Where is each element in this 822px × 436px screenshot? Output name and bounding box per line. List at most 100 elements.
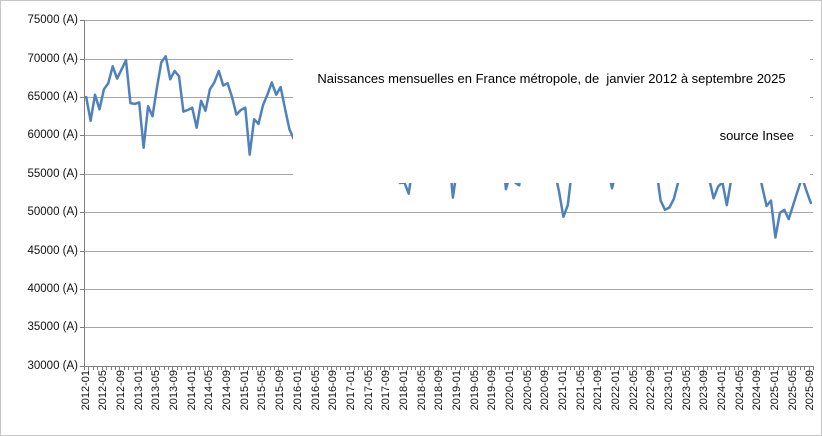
x-axis-tick <box>150 366 152 371</box>
x-axis-tick <box>287 366 289 371</box>
x-axis-tick <box>795 366 797 371</box>
y-axis-label: 45000 (A) <box>27 244 78 257</box>
x-axis-tick <box>366 366 368 371</box>
x-axis-tick <box>640 366 642 371</box>
x-axis-tick <box>760 366 761 371</box>
x-axis-tick <box>437 366 439 371</box>
x-axis-tick <box>790 366 792 371</box>
x-axis-tick <box>406 366 408 371</box>
y-axis-label: 50000 (A) <box>27 206 78 219</box>
x-axis-tick <box>234 366 236 371</box>
y-axis-tick <box>80 327 84 329</box>
x-axis-tick <box>450 366 452 371</box>
x-axis-tick <box>631 366 633 371</box>
x-axis-tick <box>653 366 655 371</box>
y-axis-tick <box>80 20 84 22</box>
x-axis-tick <box>689 366 691 371</box>
x-axis-tick <box>291 366 293 371</box>
x-axis-tick <box>808 366 810 371</box>
x-axis-tick <box>777 366 779 371</box>
x-axis-tick <box>207 366 209 371</box>
x-axis-tick <box>724 366 726 371</box>
x-axis-tick <box>380 366 381 371</box>
x-axis-tick <box>114 366 116 371</box>
x-axis-tick <box>172 366 174 371</box>
y-axis-tick <box>80 173 84 175</box>
x-axis-tick <box>229 366 231 371</box>
x-axis-tick <box>344 366 346 371</box>
y-axis-label: 60000 (A) <box>27 129 78 142</box>
x-axis-tick <box>751 366 753 371</box>
x-axis-tick <box>464 366 465 371</box>
x-axis-tick <box>322 366 324 371</box>
x-axis-tick <box>592 366 594 371</box>
y-axis-tick <box>80 97 84 98</box>
x-axis-tick <box>459 366 461 371</box>
y-axis-label: 40000 (A) <box>27 282 78 295</box>
x-axis-tick <box>167 366 169 371</box>
x-axis-tick <box>441 366 443 371</box>
x-axis-tick <box>477 366 479 371</box>
y-axis-tick <box>80 135 84 137</box>
x-axis-tick <box>371 366 373 371</box>
x-axis-tick <box>711 366 713 371</box>
x-axis-tick <box>313 366 315 371</box>
x-axis-tick <box>335 366 337 371</box>
x-axis-tick <box>676 366 677 371</box>
x-axis-tick <box>221 366 222 371</box>
x-axis-tick <box>269 366 271 371</box>
x-axis-tick <box>552 366 554 371</box>
x-axis-tick <box>605 366 607 371</box>
x-axis-tick <box>282 366 284 371</box>
y-axis-tick <box>80 58 84 60</box>
x-axis-tick <box>494 366 496 371</box>
chart-title: Naissances mensuelles en France métropol… <box>317 71 786 86</box>
x-axis-tick <box>145 366 147 371</box>
y-gridline <box>84 327 813 329</box>
x-axis-tick <box>799 366 801 371</box>
x-axis-tick <box>534 366 536 371</box>
x-axis-tick <box>729 366 731 371</box>
x-axis-tick <box>203 366 205 371</box>
y-axis-label: 65000 (A) <box>27 91 78 103</box>
x-axis-tick <box>486 366 488 371</box>
x-axis-tick <box>658 366 660 371</box>
x-axis-tick <box>746 366 748 371</box>
y-gridline <box>84 288 813 290</box>
x-axis-tick <box>92 366 94 371</box>
x-axis-tick <box>274 366 275 371</box>
y-gridline <box>84 212 813 214</box>
x-axis-tick <box>468 366 470 371</box>
x-axis-tick <box>707 366 708 371</box>
x-axis-tick <box>508 366 510 371</box>
x-axis-tick <box>773 366 775 371</box>
x-axis-tick <box>216 366 218 371</box>
x-axis-tick <box>331 366 333 371</box>
x-axis-tick <box>684 366 686 371</box>
x-axis-tick <box>600 366 602 371</box>
y-axis-line <box>84 20 85 367</box>
x-axis-tick <box>119 366 121 371</box>
x-axis-tick <box>247 366 249 371</box>
x-axis-tick <box>578 366 580 371</box>
x-axis-tick <box>565 366 567 371</box>
x-axis-tick <box>698 366 700 371</box>
x-axis-tick <box>415 366 417 371</box>
x-axis-tick <box>128 366 130 371</box>
y-axis-tick <box>80 365 84 367</box>
x-axis-tick <box>517 366 518 371</box>
x-axis-tick <box>251 366 253 371</box>
x-axis-tick <box>702 366 704 371</box>
x-axis-tick <box>583 366 585 371</box>
x-axis-tick <box>101 366 103 371</box>
x-axis-tick <box>737 366 739 371</box>
x-axis-tick <box>141 366 143 371</box>
x-axis-tick <box>327 366 328 371</box>
x-axis-tick <box>490 366 492 371</box>
x-axis-tick <box>561 366 563 371</box>
x-axis-tick <box>587 366 589 371</box>
x-axis-tick <box>318 366 320 371</box>
x-axis-tick <box>194 366 196 371</box>
x-axis-tick <box>159 366 161 371</box>
x-axis-tick <box>181 366 183 371</box>
